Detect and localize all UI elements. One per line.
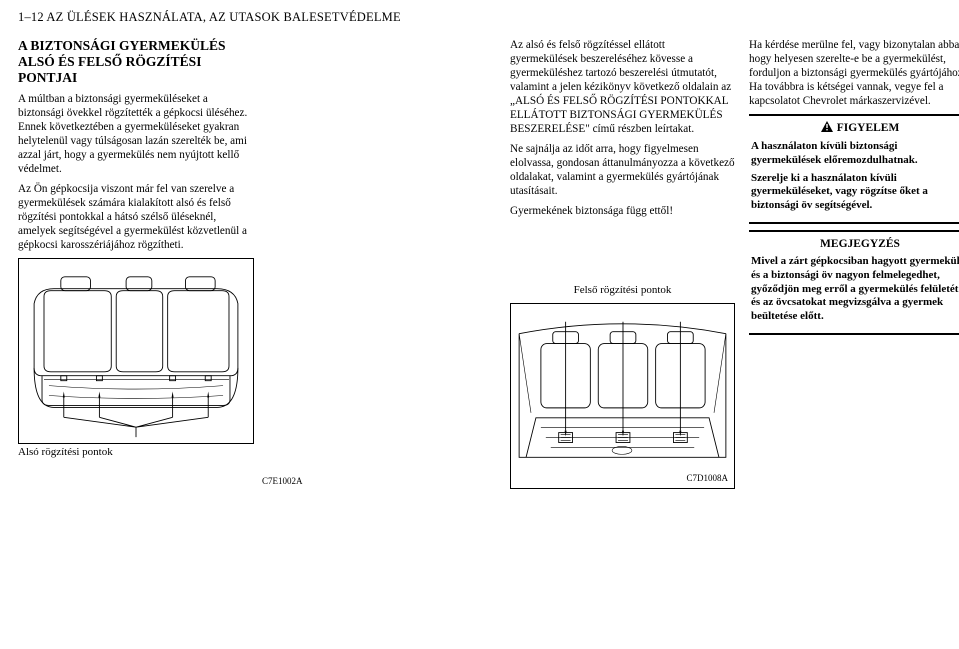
- warning-body: A használaton kívüli biztonsági gyermekü…: [751, 140, 959, 213]
- figure-caption-lower: Alsó rögzítési pontok: [18, 446, 254, 460]
- note-line: Mivel a zárt gépkocsiban hagyott gyermek…: [751, 255, 959, 324]
- warning-line-2: Szerelje ki a használaton kívüli gyermek…: [751, 172, 959, 213]
- note-title: MEGJEGYZÉS: [751, 237, 959, 251]
- note-body: Mivel a zárt gépkocsiban hagyott gyermek…: [751, 255, 959, 324]
- col3-para-2: Ne sajnálja az időt arra, hogy figyelmes…: [510, 142, 735, 198]
- warning-title-text: FIGYELEM: [837, 122, 900, 134]
- cargo-illustration-icon: [511, 304, 734, 488]
- col3-para-1: Az alsó és felső rögzítéssel ellátott gy…: [510, 38, 735, 136]
- column-2: C7E1002A: [268, 38, 496, 490]
- column-4: Ha kérdése merülne fel, vagy bizonytalan…: [749, 38, 959, 490]
- figure-code-right: C7D1008A: [686, 473, 728, 484]
- note-box: MEGJEGYZÉS Mivel a zárt gépkocsiban hagy…: [749, 230, 959, 335]
- page-header: 1–12 AZ ÜLÉSEK HASZNÁLATA, AZ UTASOK BAL…: [18, 10, 941, 26]
- col1-para-1: A múltban a biztonsági gyermeküléseket a…: [18, 92, 254, 176]
- figure-code-left: C7E1002A: [262, 476, 303, 487]
- warning-triangle-icon: [821, 121, 833, 136]
- figure-lower-anchors: [18, 258, 254, 444]
- warning-title: FIGYELEM: [751, 121, 959, 136]
- figure-caption-upper: Felső rögzítési pontok: [510, 284, 735, 298]
- warning-box: FIGYELEM A használaton kívüli biztonsági…: [749, 114, 959, 224]
- seat-illustration-icon: [19, 259, 253, 443]
- col3-para-3: Gyermekének biztonsága függ ettől!: [510, 204, 735, 218]
- col4-para-1: Ha kérdése merülne fel, vagy bizonytalan…: [749, 38, 959, 108]
- figure-upper-anchors: C7D1008A: [510, 303, 735, 489]
- warning-line-1: A használaton kívüli biztonsági gyermekü…: [751, 140, 959, 168]
- section-title: A BIZTONSÁGI GYERMEKÜLÉS ALSÓ ÉS FELSŐ R…: [18, 38, 254, 87]
- content-columns: A BIZTONSÁGI GYERMEKÜLÉS ALSÓ ÉS FELSŐ R…: [18, 38, 941, 490]
- column-1: A BIZTONSÁGI GYERMEKÜLÉS ALSÓ ÉS FELSŐ R…: [18, 38, 254, 490]
- column-3: Az alsó és felső rögzítéssel ellátott gy…: [510, 38, 735, 490]
- col1-para-2: Az Ön gépkocsija viszont már fel van sze…: [18, 182, 254, 252]
